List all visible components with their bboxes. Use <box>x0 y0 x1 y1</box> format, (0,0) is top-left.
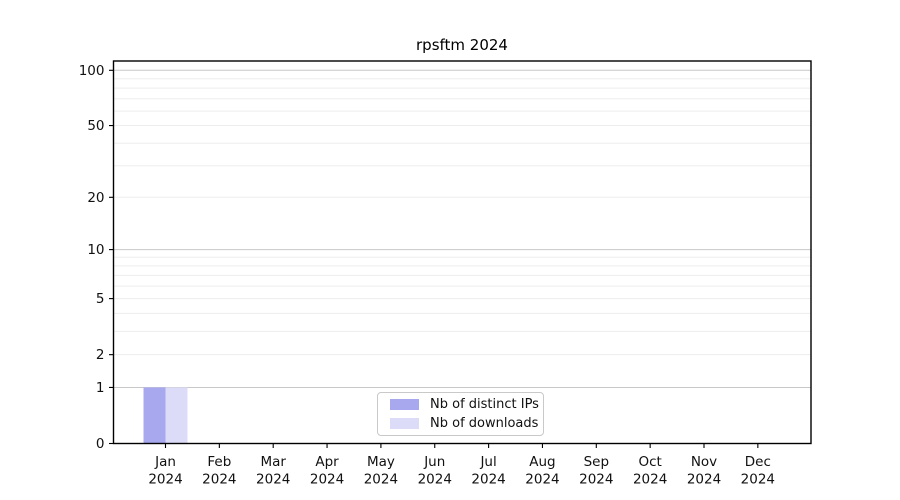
x-tick-month-label: Nov <box>691 454 717 470</box>
y-tick-label: 20 <box>87 190 104 206</box>
bar-nb-of-downloads <box>165 387 188 444</box>
y-tick-label: 50 <box>87 118 104 134</box>
x-tick-year-label: 2024 <box>256 472 290 488</box>
x-tick-month-label: Feb <box>207 454 231 470</box>
x-tick-month-label: Mar <box>260 454 286 470</box>
legend-row-downloads: Nb of downloads <box>384 416 539 431</box>
bar-nb-of-distinct-ips <box>143 387 166 444</box>
x-tick-year-label: 2024 <box>202 472 236 488</box>
legend-label-downloads: Nb of downloads <box>430 416 539 431</box>
y-tick-label: 10 <box>87 242 104 258</box>
x-tick-year-label: 2024 <box>633 472 667 488</box>
y-tick-label: 1 <box>96 380 105 396</box>
legend-label-distinct-ips: Nb of distinct IPs <box>430 397 539 412</box>
x-tick-month-label: Aug <box>529 454 555 470</box>
y-tick-label: 5 <box>96 291 105 307</box>
x-tick-month-label: Jan <box>154 454 176 470</box>
y-tick-label: 0 <box>96 436 105 452</box>
x-tick-month-label: Oct <box>638 454 661 470</box>
legend-swatch-distinct-ips <box>390 399 419 410</box>
x-tick-month-label: Apr <box>315 454 339 470</box>
x-tick-year-label: 2024 <box>579 472 613 488</box>
x-tick-year-label: 2024 <box>687 472 721 488</box>
x-tick-year-label: 2024 <box>525 472 559 488</box>
x-tick-year-label: 2024 <box>471 472 505 488</box>
x-tick-year-label: 2024 <box>418 472 452 488</box>
x-tick-month-label: Jun <box>423 454 445 470</box>
x-tick-month-label: May <box>367 454 395 470</box>
y-tick-label: 2 <box>96 347 105 363</box>
legend: Nb of distinct IPs Nb of downloads <box>377 392 544 436</box>
x-tick-year-label: 2024 <box>364 472 398 488</box>
x-tick-month-label: Jul <box>479 454 496 470</box>
x-tick-year-label: 2024 <box>148 472 182 488</box>
x-tick-year-label: 2024 <box>741 472 775 488</box>
x-tick-month-label: Sep <box>584 454 609 470</box>
chart-title: rpsftm 2024 <box>416 36 508 54</box>
y-tick-label: 100 <box>79 63 105 79</box>
legend-row-distinct-ips: Nb of distinct IPs <box>384 397 539 412</box>
x-tick-month-label: Dec <box>745 454 771 470</box>
plot-frame <box>112 60 812 445</box>
x-tick-year-label: 2024 <box>310 472 344 488</box>
legend-swatch-downloads <box>390 418 419 429</box>
